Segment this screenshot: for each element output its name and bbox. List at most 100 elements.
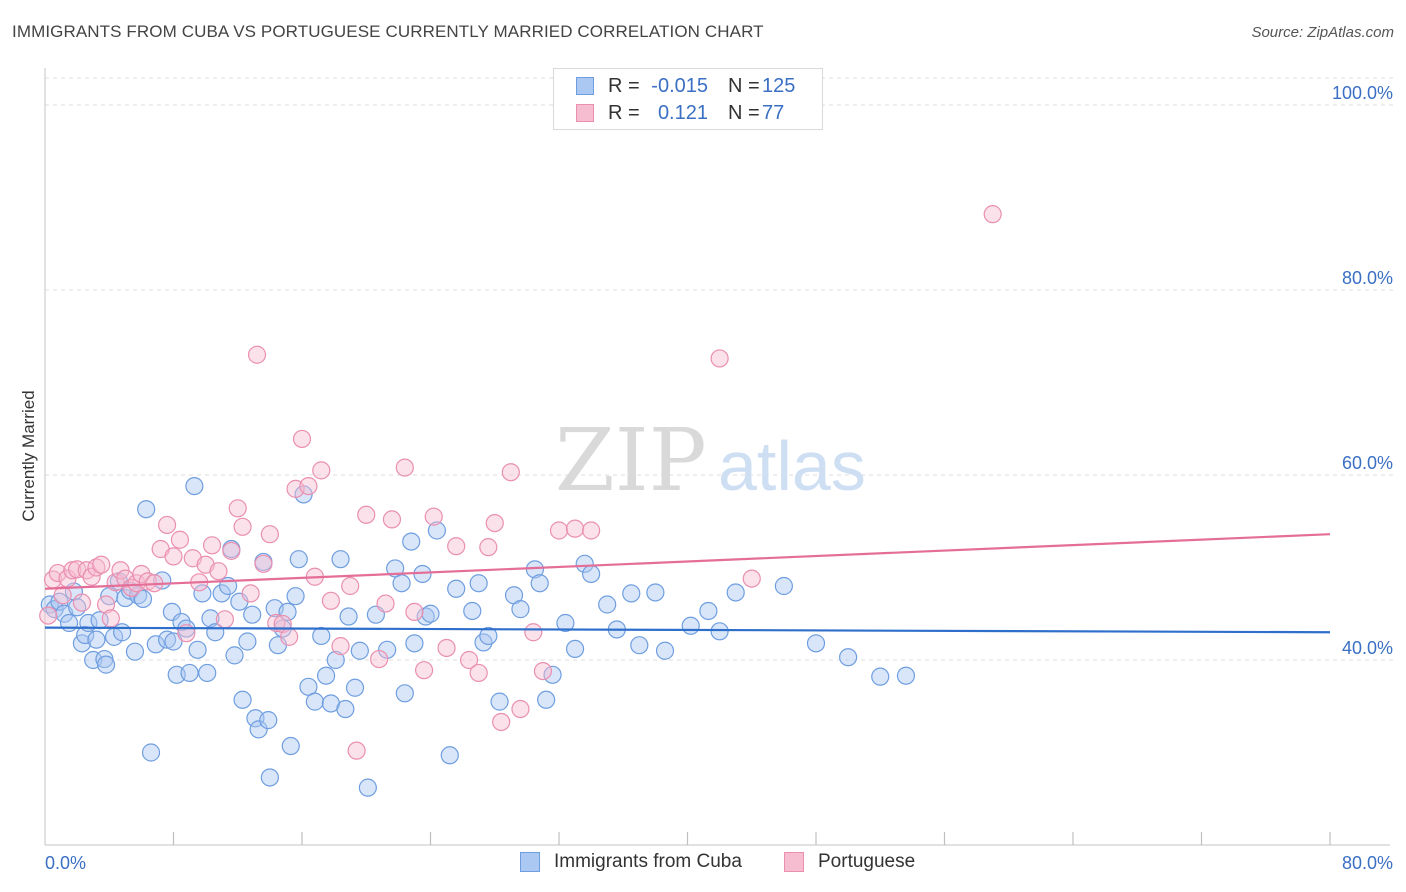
cuba-point	[201, 609, 220, 628]
cuba-point	[289, 550, 308, 569]
portuguese-point	[582, 521, 601, 540]
portuguese-point	[533, 661, 553, 681]
cuba-point	[575, 554, 594, 573]
portuguese-point	[710, 349, 729, 368]
portuguese-point	[228, 499, 247, 518]
portuguese-point	[376, 594, 395, 613]
portuguese-point	[347, 741, 366, 760]
cuba-point	[157, 630, 177, 649]
legend-label-portuguese: Portuguese	[818, 851, 916, 872]
portuguese-point	[39, 606, 58, 625]
portuguese-point	[260, 525, 279, 544]
cuba-point	[405, 634, 424, 653]
chart-title: IMMIGRANTS FROM CUBA VS PORTUGUESE CURRE…	[12, 22, 764, 41]
cuba-point	[125, 642, 145, 661]
portuguese-point	[479, 538, 498, 557]
cuba-point	[582, 564, 601, 584]
portuguese-point	[299, 477, 318, 496]
portuguese-point	[405, 602, 424, 622]
cuba-point	[655, 641, 675, 660]
cuba-point	[774, 576, 793, 596]
legend-row-cuba: R = -0.015 N = 125	[576, 74, 812, 98]
cuba-point	[358, 778, 377, 797]
portuguese-point	[312, 461, 331, 480]
portuguese-point	[53, 586, 72, 605]
cuba-point	[469, 574, 488, 593]
chart-source: Source: ZipAtlas.com	[1251, 24, 1394, 41]
y-tick-label: 80.0%	[1342, 268, 1393, 288]
portuguese-point	[485, 513, 504, 533]
portuguese-point	[92, 555, 111, 574]
portuguese-point	[48, 563, 67, 583]
n-label: N =	[728, 74, 760, 97]
portuguese-point	[382, 510, 402, 529]
cuba-legend-swatch	[520, 852, 540, 872]
axes	[44, 68, 1390, 846]
portuguese-point	[132, 564, 151, 584]
cuba-point	[598, 595, 617, 614]
n-value: 125	[762, 74, 796, 97]
r-label: R =	[608, 74, 640, 97]
cuba-point	[331, 550, 350, 569]
cuba-point	[440, 746, 459, 765]
cuba-point	[278, 602, 297, 622]
portuguese-point	[127, 574, 146, 593]
portuguese-point	[983, 205, 1002, 224]
cuba-point	[316, 666, 336, 685]
portuguese-point	[370, 649, 389, 669]
cuba-point	[395, 684, 414, 703]
cuba-point	[87, 630, 106, 649]
watermark-zip: ZIP	[555, 411, 707, 511]
cuba-point	[479, 626, 498, 646]
y-tick-label: 40.0%	[1342, 638, 1393, 658]
cuba-point	[336, 699, 355, 719]
cuba-point	[345, 678, 365, 697]
portuguese-point	[511, 699, 530, 719]
cuba-point	[630, 636, 649, 655]
cuba-point	[339, 607, 358, 626]
cuba-point	[133, 589, 153, 609]
portuguese-point	[87, 558, 106, 577]
x-tick-label-min: 0.0%	[45, 853, 86, 873]
cuba-point	[260, 768, 279, 787]
cuba-point	[193, 584, 212, 603]
portuguese-point	[437, 638, 456, 658]
portuguese-point	[424, 507, 443, 526]
grid-lines	[45, 77, 1393, 661]
portuguese-point	[395, 458, 414, 477]
cuba-point	[710, 622, 729, 641]
cuba-point	[463, 601, 482, 621]
cuba-point	[416, 607, 435, 626]
trend-lines	[44, 533, 1331, 634]
portuguese-point	[492, 712, 511, 732]
cuba-point	[137, 500, 156, 519]
cuba-point	[59, 613, 79, 633]
portuguese-point	[267, 613, 286, 633]
portuguese-swatch	[576, 104, 594, 122]
y-tick-label: 60.0%	[1342, 453, 1393, 473]
portuguese-point	[341, 576, 360, 596]
cuba-point	[871, 667, 890, 686]
r-value: 0.121	[657, 101, 708, 124]
cuba-point	[188, 640, 207, 659]
cuba-point	[326, 650, 345, 670]
n-value: 77	[762, 101, 785, 124]
cuba-point	[421, 604, 440, 623]
portuguese-point	[215, 610, 234, 629]
correlation-legend: R = -0.015 N = 125 R = 0.121 N = 77	[553, 68, 823, 130]
cuba-point	[198, 663, 217, 683]
cuba-swatch	[576, 77, 594, 95]
portuguese-point	[241, 584, 260, 603]
watermark: ZIP atlas	[555, 411, 866, 511]
r-value: -0.015	[651, 74, 708, 97]
cuba-point	[839, 648, 858, 667]
portuguese-point	[414, 661, 434, 680]
portuguese-point	[331, 637, 350, 656]
cuba-point	[565, 639, 585, 659]
cuba-point	[225, 646, 244, 665]
cuba-point	[543, 665, 562, 684]
cuba-point	[238, 632, 257, 651]
cuba-point	[402, 532, 421, 551]
cuba-point	[243, 605, 262, 624]
